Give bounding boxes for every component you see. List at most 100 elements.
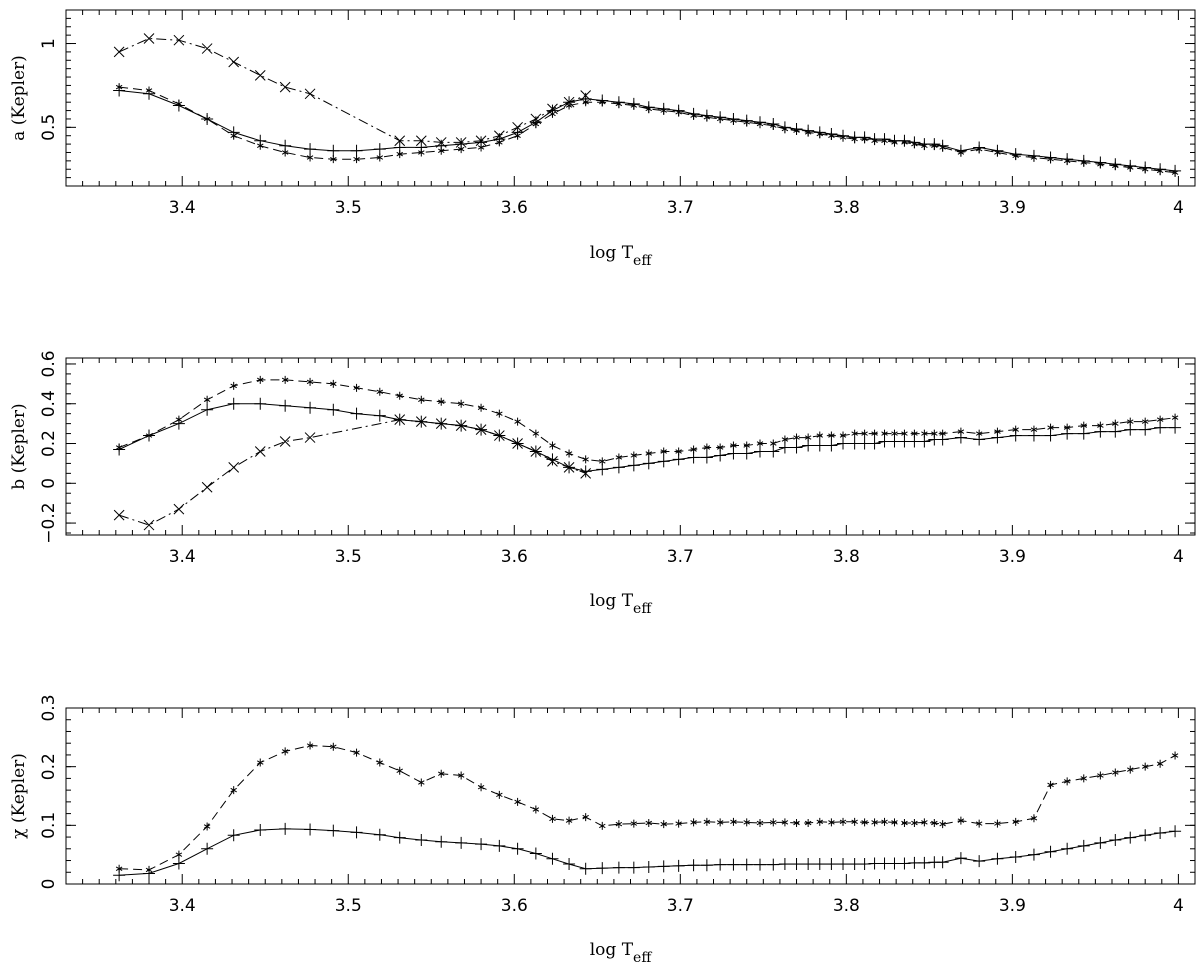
data-point-plus: [790, 441, 803, 454]
data-point-x: [530, 113, 542, 125]
data-point-star: [756, 818, 764, 827]
data-point-star: [1156, 166, 1164, 175]
data-point-x: [475, 424, 487, 435]
data-point-star: [437, 146, 445, 155]
data-point-star: [756, 439, 764, 448]
data-point-star: [396, 150, 403, 159]
data-point-star: [931, 141, 938, 150]
data-point-x: [113, 509, 125, 521]
data-point-star: [816, 431, 824, 440]
data-point-star: [804, 128, 812, 137]
data-point-star: [660, 447, 667, 456]
data-point-star: [256, 141, 264, 150]
data-point-plus: [1027, 848, 1040, 861]
data-point-plus: [172, 857, 185, 870]
data-point-star: [1080, 421, 1088, 430]
data-point-plus: [898, 857, 911, 870]
data-point-plus: [767, 858, 780, 871]
data-point-plus: [813, 439, 826, 452]
data-point-star: [921, 141, 928, 150]
x-tick-label: 3.4: [169, 896, 196, 916]
data-point-star: [660, 820, 667, 829]
data-point-star: [1030, 425, 1038, 434]
data-point-plus: [868, 437, 881, 450]
data-point-star: [330, 379, 337, 388]
data-point-plus: [529, 847, 542, 860]
data-point-star: [645, 818, 653, 827]
data-point-star: [871, 429, 878, 438]
x-tick-label: 3.8: [833, 198, 860, 218]
data-point-star: [496, 409, 503, 418]
data-point-star: [957, 816, 965, 825]
data-point-star: [851, 135, 858, 144]
y-tick-label: 1: [39, 38, 59, 49]
data-point-star: [115, 864, 123, 873]
data-point-star: [730, 441, 737, 450]
data-point-plus: [642, 860, 655, 873]
data-point-star: [881, 429, 888, 438]
data-point-star: [675, 819, 682, 828]
data-point-plus: [596, 862, 609, 875]
x-axis-title-subscript: eff: [633, 950, 652, 965]
data-point-star: [256, 375, 264, 384]
data-point-star: [599, 457, 606, 466]
data-point-star: [145, 431, 153, 440]
data-point-star: [1171, 168, 1179, 177]
data-point-plus: [973, 855, 986, 868]
panel-a: 3.4 3.5 3.6 3.7 3.8 3.9 4 0.5 1 a (Kepler) log Tef…: [9, 9, 1196, 269]
data-point-x: [455, 137, 467, 148]
data-point-plus: [1044, 845, 1057, 858]
data-point-star: [770, 439, 777, 448]
data-point-x: [580, 467, 592, 479]
data-point-star: [716, 114, 724, 123]
data-point-plus: [327, 144, 340, 157]
data-point-plus: [373, 143, 386, 156]
data-point-star: [203, 114, 211, 123]
data-point-star: [175, 415, 183, 424]
data-point-star: [957, 148, 965, 157]
data-point-plus: [327, 824, 340, 837]
x-tick-label: 3.9: [999, 198, 1026, 218]
data-point-x: [493, 130, 505, 142]
data-point-star: [901, 138, 908, 147]
data-point-plus: [227, 829, 240, 842]
data-point-plus: [687, 859, 700, 872]
data-point-star: [1047, 423, 1054, 432]
data-point-star: [931, 429, 938, 438]
data-point-star: [457, 145, 465, 154]
data-point-star: [1156, 415, 1164, 424]
data-point-x: [254, 70, 266, 81]
data-point-star: [816, 817, 824, 826]
data-point-plus: [657, 860, 670, 873]
data-point-star: [931, 818, 938, 827]
data-point-plus: [672, 859, 685, 872]
data-point-star: [690, 445, 697, 454]
data-point-x: [547, 103, 558, 115]
x-axis-title: log Teff: [590, 940, 653, 965]
data-point-plus: [700, 859, 713, 872]
data-point-plus: [350, 826, 363, 839]
data-point-star: [582, 813, 589, 822]
data-point-star: [716, 443, 724, 452]
series-line: [118, 37, 586, 143]
data-point-plus: [373, 828, 386, 841]
plot-frame: [65, 9, 1196, 187]
data-point-star: [743, 441, 750, 450]
y-tick-label: −0.2: [39, 502, 59, 543]
data-point-star: [1030, 153, 1038, 162]
data-point-plus: [1154, 826, 1167, 839]
series-line: [119, 86, 1176, 174]
data-point-star: [939, 143, 946, 152]
data-point-x: [173, 503, 185, 515]
data-point-star: [1097, 160, 1104, 169]
x-tick-label: 3.5: [335, 547, 362, 567]
data-point-star: [496, 790, 503, 799]
data-point-star: [939, 429, 946, 438]
data-point-star: [828, 431, 835, 440]
data-point-star: [839, 817, 847, 826]
data-point-star: [1012, 425, 1019, 434]
data-point-x: [228, 56, 240, 68]
data-point-star: [939, 820, 946, 829]
data-point-star: [1126, 417, 1134, 426]
data-point-star: [330, 742, 337, 751]
